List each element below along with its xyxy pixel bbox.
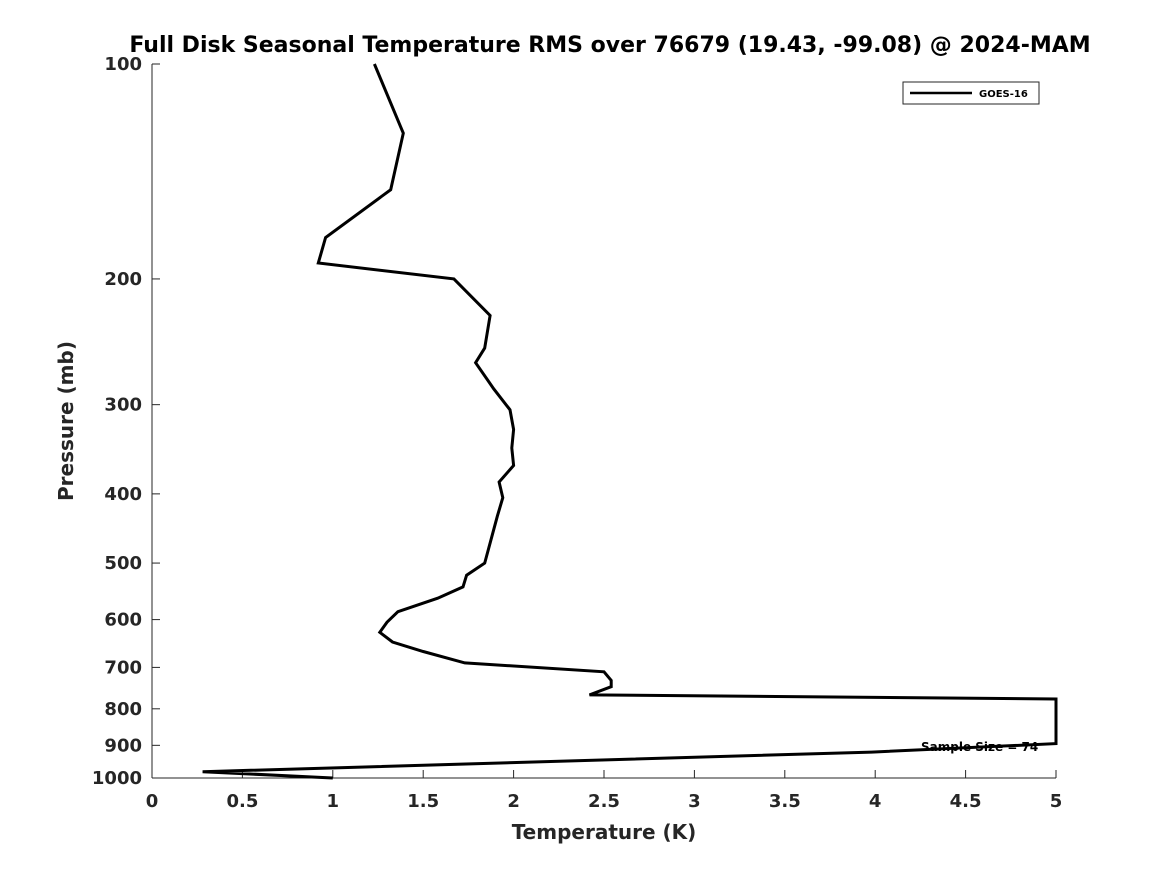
y-tick-label: 300 <box>104 395 142 416</box>
x-tick-label: 0 <box>146 791 159 812</box>
y-tick-label: 400 <box>104 484 142 505</box>
x-tick-label: 4 <box>869 791 882 812</box>
x-tick-label: 1.5 <box>407 791 439 812</box>
x-tick-label: 3 <box>688 791 701 812</box>
x-tick-label: 3.5 <box>769 791 801 812</box>
y-tick-label: 700 <box>104 657 142 678</box>
x-ticks: 0 0.5 1 1.5 2 2.5 3 3.5 4 4.5 5 <box>146 770 1063 812</box>
y-tick-label: 900 <box>104 735 142 756</box>
y-tick-label: 200 <box>104 269 142 290</box>
series-layer <box>202 63 1058 780</box>
x-axis-label: Temperature (K) <box>512 820 697 844</box>
plot-area: 0 0.5 1 1.5 2 2.5 3 3.5 4 4.5 5 100 200 300 400 500 600… <box>92 54 1062 812</box>
sample-size-annotation: Sample Size = 74 <box>921 740 1038 754</box>
y-tick-label: 600 <box>104 610 142 631</box>
legend-label: GOES-16 <box>979 89 1028 100</box>
y-tick-label: 1000 <box>92 768 142 789</box>
x-tick-label: 1 <box>327 791 340 812</box>
y-tick-label: 100 <box>104 54 142 75</box>
y-axis-label: Pressure (mb) <box>54 341 78 501</box>
x-tick-label: 2.5 <box>588 791 620 812</box>
x-tick-label: 4.5 <box>950 791 982 812</box>
x-tick-label: 0.5 <box>226 791 258 812</box>
x-tick-label: 2 <box>507 791 520 812</box>
x-tick-label: 5 <box>1050 791 1063 812</box>
y-ticks: 100 200 300 400 500 600 700 800 900 1000 <box>92 54 160 789</box>
y-tick-label: 500 <box>104 553 142 574</box>
series-line-goes-16 <box>202 63 1058 780</box>
y-tick-label: 800 <box>104 699 142 720</box>
chart-title: Full Disk Seasonal Temperature RMS over … <box>129 33 1090 58</box>
legend: GOES-16 <box>902 81 1040 105</box>
